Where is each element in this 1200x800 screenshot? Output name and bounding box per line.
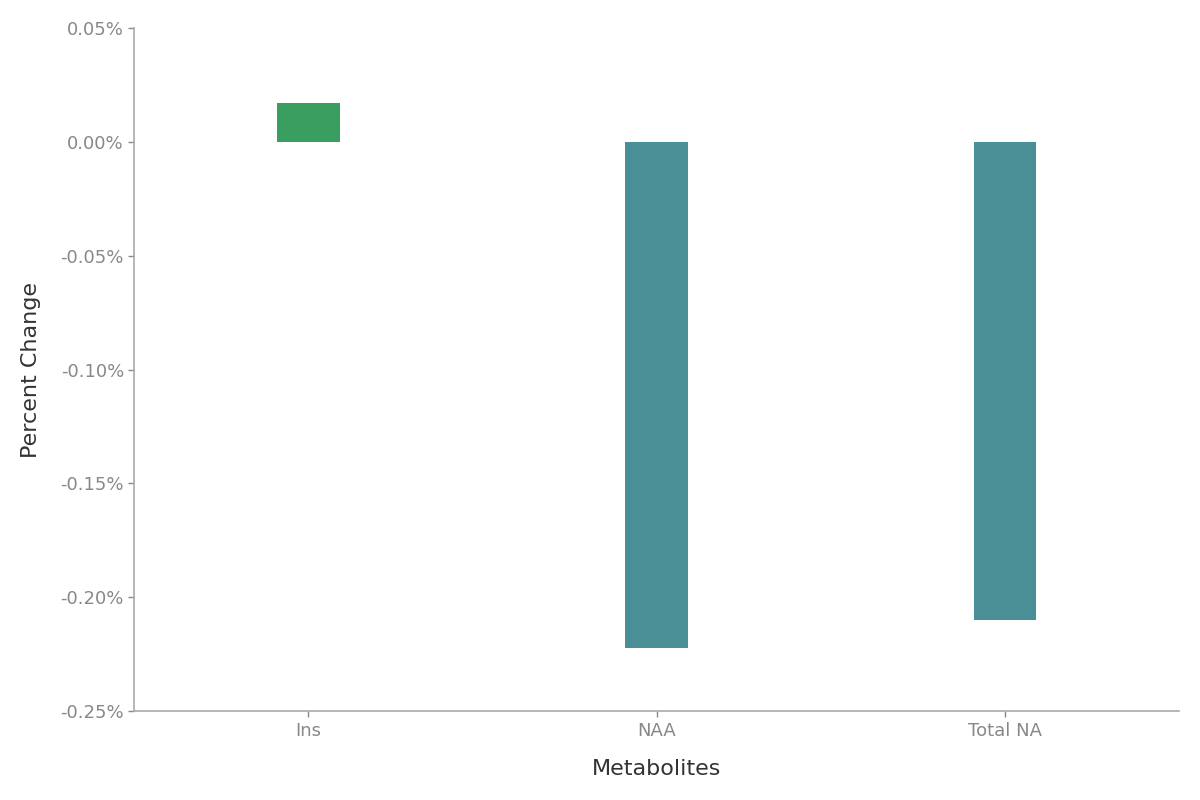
Bar — [277, 103, 340, 142]
X-axis label: Metabolites: Metabolites — [592, 759, 721, 779]
Y-axis label: Percent Change: Percent Change — [20, 282, 41, 458]
Bar — [973, 142, 1037, 620]
Bar — [625, 142, 688, 647]
